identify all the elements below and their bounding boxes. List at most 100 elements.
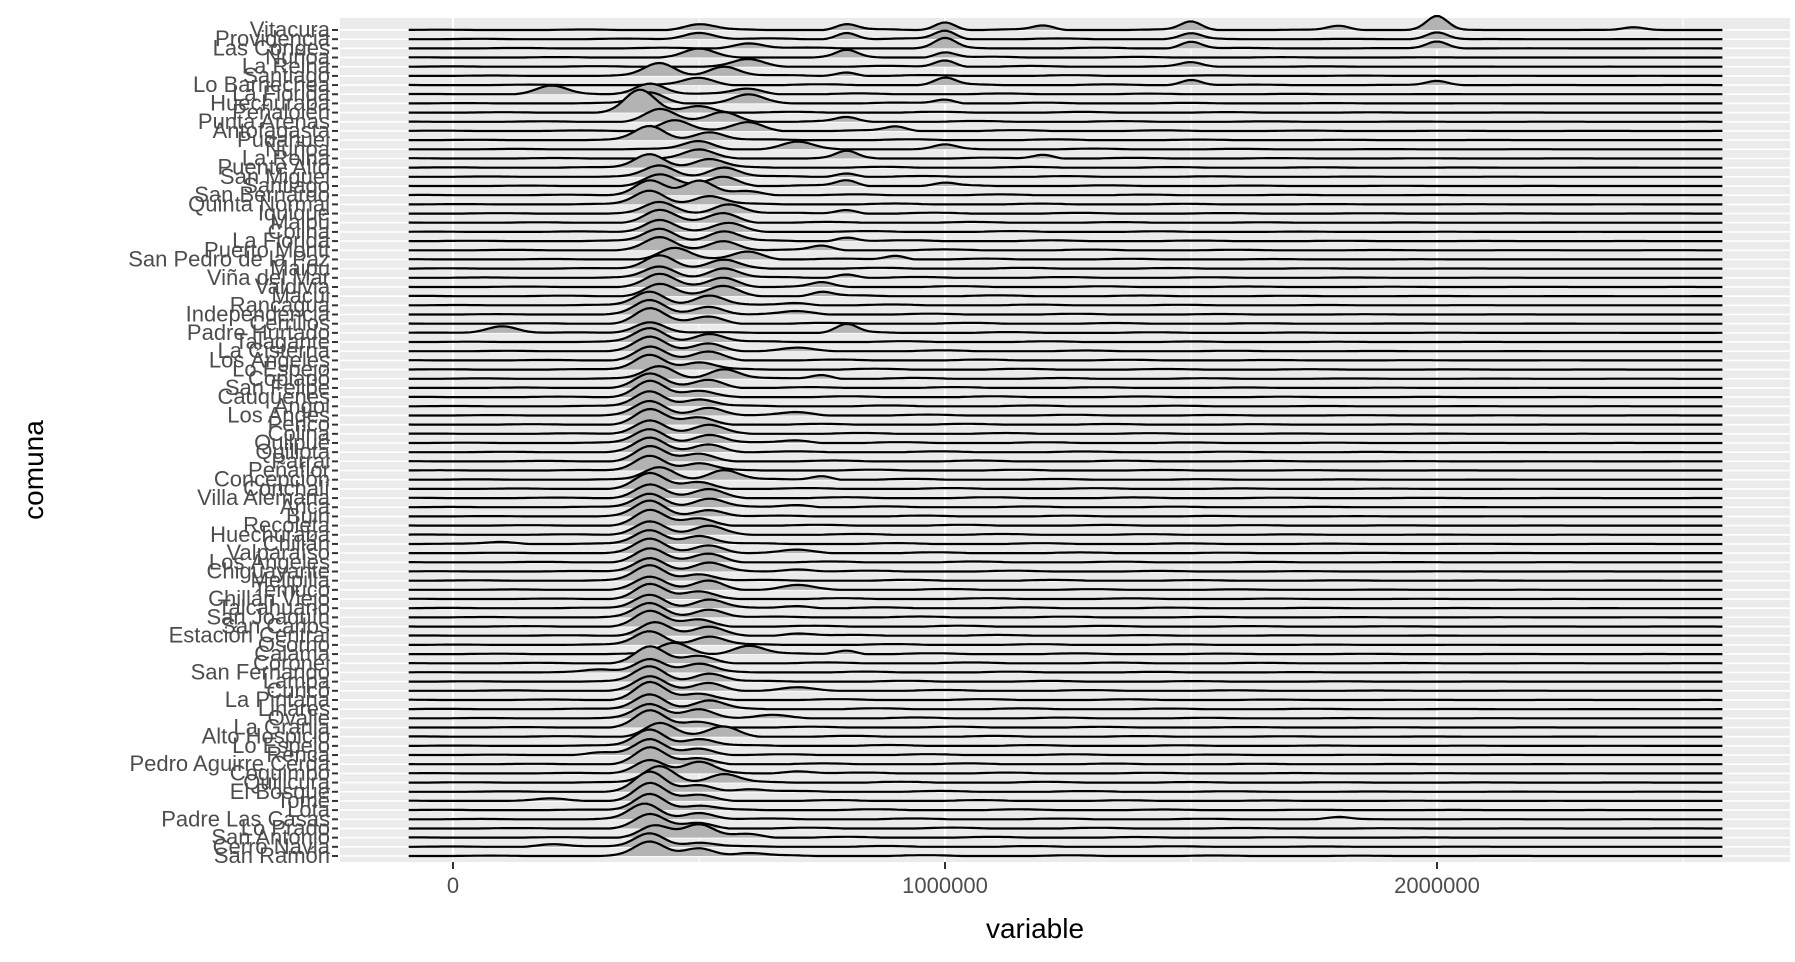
y-tick-label: Maipú — [270, 256, 330, 281]
ridge-45 — [408, 436, 1723, 454]
ridge-58 — [408, 321, 1723, 334]
y-tick-label: Cerrillos — [249, 311, 330, 336]
y-tick-label: La Florida — [232, 81, 331, 106]
ridge-39 — [408, 492, 1723, 509]
y-tick-label: Las Condes — [213, 35, 330, 60]
y-tick-label: Chiguayante — [206, 558, 330, 583]
y-tick-label: La Granja — [233, 715, 330, 740]
ridge-line — [408, 657, 1723, 674]
ridge-line — [408, 520, 1723, 536]
y-tick-label: Coquimbo — [230, 760, 330, 785]
y-tick-label: Padre Las Casas — [161, 806, 330, 831]
y-tick-label: Ovalle — [268, 705, 330, 730]
ridge-fill — [408, 273, 1723, 287]
ridge-63 — [408, 272, 1723, 289]
ridge-41 — [408, 471, 1723, 490]
y-tick-label: Pudahuel — [237, 127, 330, 152]
ridge-7 — [408, 781, 1723, 802]
ridge-line — [408, 609, 1723, 628]
ridge-line — [408, 15, 1723, 32]
y-tick-label: Lo Barnechea — [193, 72, 331, 97]
ridge-14 — [408, 721, 1723, 738]
y-tick-label: La Reina — [242, 145, 331, 170]
ridge-40 — [408, 483, 1723, 500]
ridge-line — [408, 508, 1723, 527]
ridge-line — [408, 832, 1723, 848]
ridge-line — [408, 88, 1723, 114]
ridge-line — [408, 564, 1723, 582]
ridge-line — [408, 781, 1723, 802]
ridge-line — [408, 140, 1723, 151]
ridge-fill — [408, 266, 1723, 278]
y-tick-label: Colina — [268, 421, 331, 446]
ridge-line — [408, 236, 1723, 252]
ridge-line — [408, 227, 1723, 243]
y-tick-label: Valparaíso — [226, 540, 330, 565]
y-tick-label: La Cisterna — [217, 338, 330, 363]
ridge-fill — [408, 120, 1723, 131]
ridge-91 — [408, 15, 1723, 32]
y-tick-label: Arica — [280, 494, 331, 519]
ridge-37 — [408, 508, 1723, 527]
y-tick-label: San Felipe — [225, 375, 330, 400]
y-tick-label: Estación Central — [169, 623, 330, 648]
y-tick-label: Cauquenes — [217, 384, 330, 409]
ridge-fill — [408, 174, 1723, 187]
ridge-9 — [408, 765, 1723, 784]
ridge-52 — [408, 372, 1723, 389]
ridge-30 — [408, 575, 1723, 591]
ridge-62 — [408, 282, 1723, 298]
ridge-20 — [408, 665, 1723, 683]
y-tick-label: Independencia — [186, 302, 331, 327]
ridge-42 — [408, 466, 1723, 481]
ridge-69 — [408, 218, 1723, 233]
ridge-line — [408, 345, 1723, 362]
ridge-79 — [408, 124, 1723, 142]
ridge-21 — [408, 657, 1723, 674]
ridge-line — [408, 792, 1723, 812]
ridge-fill — [408, 467, 1723, 480]
ridge-35 — [408, 529, 1723, 546]
ridge-line — [408, 840, 1723, 858]
ridge-line — [408, 693, 1723, 711]
y-tick-label: Viña del Mar — [207, 265, 330, 290]
ridge-fill — [408, 63, 1723, 76]
y-tick-label: Peñaflor — [248, 458, 330, 483]
y-tick-label: Lo Espejo — [232, 357, 330, 382]
ridge-line — [408, 575, 1723, 591]
ridge-line — [408, 529, 1723, 546]
y-tick-label: Quinta Normal — [188, 191, 330, 216]
ridge-line — [408, 76, 1723, 87]
y-tick-label: San Joaquín — [206, 604, 330, 629]
y-tick-label: Ñuñoa — [265, 136, 331, 161]
ridge-59 — [408, 307, 1723, 325]
ridge-73 — [408, 179, 1723, 197]
ridge-67 — [408, 236, 1723, 252]
y-tick-label: Melipilla — [251, 568, 331, 593]
ridge-fill — [408, 228, 1723, 242]
y-tick-label: San Ramón — [214, 843, 330, 868]
ridge-line — [408, 153, 1723, 169]
y-axis-title: comuna — [18, 420, 49, 520]
ridge-line — [408, 436, 1723, 454]
ridge-53 — [408, 365, 1723, 380]
ridge-line — [408, 327, 1723, 344]
ridge-line — [408, 36, 1723, 50]
ridge-25 — [408, 621, 1723, 637]
y-tick-label: Renca — [266, 742, 330, 767]
y-tick-label: Rancagua — [230, 292, 331, 317]
ridge-line — [408, 173, 1723, 188]
y-tick-label: Concepción — [214, 467, 330, 492]
ridge-line — [408, 471, 1723, 490]
ridge-27 — [408, 601, 1723, 619]
ridge-74 — [408, 173, 1723, 188]
ridge-line — [408, 107, 1723, 123]
ridge-16 — [408, 702, 1723, 720]
y-tick-label: Colina — [268, 219, 331, 244]
ridge-line — [408, 738, 1723, 757]
ridge-line — [408, 454, 1723, 472]
ridge-15 — [408, 709, 1723, 729]
ridge-70 — [408, 208, 1723, 224]
ridge-line — [408, 321, 1723, 334]
ridge-fill — [408, 237, 1723, 251]
